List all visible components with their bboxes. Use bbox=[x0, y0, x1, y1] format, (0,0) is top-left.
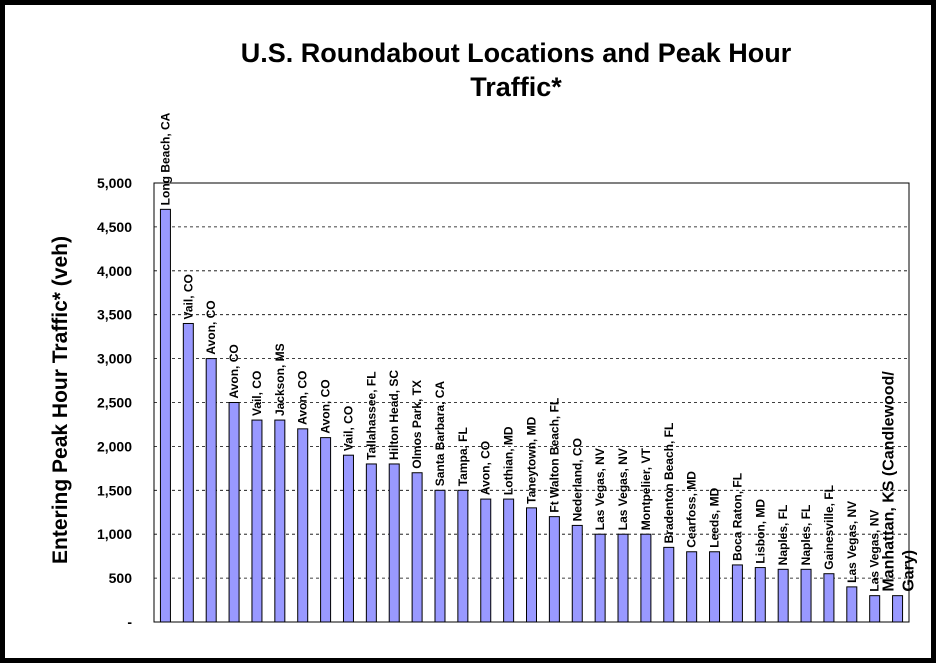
bar bbox=[251, 419, 263, 623]
y-tick-label: 2,000 bbox=[97, 438, 132, 454]
category-label: Jackson, MS bbox=[273, 343, 287, 416]
category-label: Leeds, MD bbox=[708, 487, 722, 547]
bar bbox=[480, 498, 492, 623]
bar bbox=[411, 472, 423, 623]
y-tick-label: 1,500 bbox=[97, 482, 132, 498]
bar bbox=[320, 437, 332, 623]
y-tick-label: 3,000 bbox=[97, 351, 132, 367]
category-label: Nederland, CO bbox=[570, 438, 584, 521]
category-label: Avon, CO bbox=[296, 371, 310, 425]
bar bbox=[594, 533, 606, 623]
category-label: Tallahassee, FL bbox=[364, 371, 378, 459]
bar bbox=[754, 567, 766, 623]
bar bbox=[182, 322, 194, 623]
bar bbox=[526, 507, 537, 623]
category-label: Avon, CO bbox=[479, 441, 493, 495]
chart: U.S. Roundabout Locations and Peak Hour … bbox=[49, 38, 918, 630]
bar bbox=[388, 463, 400, 623]
y-tick-label: 500 bbox=[109, 570, 133, 586]
category-label: Las Vegas, NV bbox=[868, 510, 882, 592]
bar bbox=[457, 489, 469, 623]
category-label: Gainesville, FL bbox=[822, 485, 836, 570]
bar bbox=[869, 595, 881, 623]
category-label: Long Beach, CA bbox=[158, 112, 172, 205]
category-label: Avon, CO bbox=[204, 300, 218, 354]
category-label: Naples, FL bbox=[776, 505, 790, 566]
bar bbox=[777, 568, 789, 623]
bar bbox=[205, 358, 217, 623]
category-label: Tampa, FL bbox=[456, 427, 470, 486]
bar bbox=[846, 586, 858, 623]
y-tick-label: - bbox=[127, 614, 132, 630]
category-label: Vail, CO bbox=[181, 274, 195, 319]
y-tick-label: 5,000 bbox=[97, 175, 132, 191]
category-labels: Long Beach, CA Vail, CO Avon, CO Avon, CO Va… bbox=[158, 112, 917, 591]
category-label: Las Vegas, NV bbox=[845, 501, 859, 583]
category-label: Cearfoss, MD bbox=[685, 471, 699, 548]
bar bbox=[823, 573, 835, 623]
bar bbox=[800, 568, 812, 623]
category-label: Bradenton Beach, FL bbox=[662, 423, 676, 544]
y-tick-label: 3,500 bbox=[97, 307, 132, 323]
plot-area-border bbox=[153, 182, 910, 623]
bar bbox=[228, 402, 240, 623]
category-label: Las Vegas, NV bbox=[616, 448, 630, 530]
category-label: Manhattan, KS (Candlewood/ bbox=[881, 371, 898, 592]
y-tick-labels: - 500 1,000 1,500 2,000 2,500 3,000 3,500 4,000 4… bbox=[97, 175, 132, 630]
bar bbox=[571, 524, 583, 623]
category-label: Santa Barbara, CA bbox=[433, 381, 447, 487]
category-label: Avon, CO bbox=[319, 379, 333, 433]
category-label: Lisbon, MD bbox=[753, 499, 767, 564]
chart-frame: U.S. Roundabout Locations and Peak Hour … bbox=[5, 5, 931, 658]
category-label: Lothian, MD bbox=[502, 426, 516, 495]
category-label: Montpelier, VT bbox=[639, 448, 653, 531]
y-tick-label: 2,500 bbox=[97, 395, 132, 411]
category-label: Las Vegas, NV bbox=[593, 448, 607, 530]
chart-title-line-2: Traffic* bbox=[470, 72, 562, 102]
category-label: Avon, CO bbox=[227, 344, 241, 398]
bar bbox=[617, 533, 629, 623]
y-tick-label: 4,000 bbox=[97, 263, 132, 279]
bars bbox=[159, 208, 904, 623]
category-label: Taneytown, MD bbox=[525, 416, 539, 503]
bar bbox=[274, 419, 286, 623]
bar bbox=[663, 546, 675, 623]
category-label: Vail, CO bbox=[250, 371, 264, 416]
bar bbox=[503, 498, 515, 623]
category-label: Vail, CO bbox=[341, 406, 355, 451]
bar bbox=[365, 463, 377, 623]
category-label: Naples, FL bbox=[799, 505, 813, 566]
y-tick-label: 4,500 bbox=[97, 219, 132, 235]
category-label: Ft Walton Beach, FL bbox=[547, 398, 561, 513]
bar bbox=[342, 454, 354, 623]
bar bbox=[159, 208, 171, 623]
bar bbox=[731, 564, 743, 623]
bar bbox=[434, 489, 446, 623]
category-label: Boca Raton, FL bbox=[730, 473, 744, 561]
category-label: Hilton Head, SC bbox=[387, 370, 401, 460]
bar bbox=[640, 533, 652, 623]
y-tick-label: 1,000 bbox=[97, 526, 132, 542]
bar bbox=[892, 595, 904, 623]
y-axis-label: Entering Peak Hour Traffic* (veh) bbox=[49, 236, 72, 564]
bar bbox=[709, 551, 721, 623]
category-label: Olmos Park, TX bbox=[410, 380, 424, 469]
bar bbox=[686, 551, 698, 623]
chart-title-line-1: U.S. Roundabout Locations and Peak Hour bbox=[241, 38, 792, 68]
bar bbox=[297, 428, 309, 623]
bar bbox=[548, 516, 560, 623]
